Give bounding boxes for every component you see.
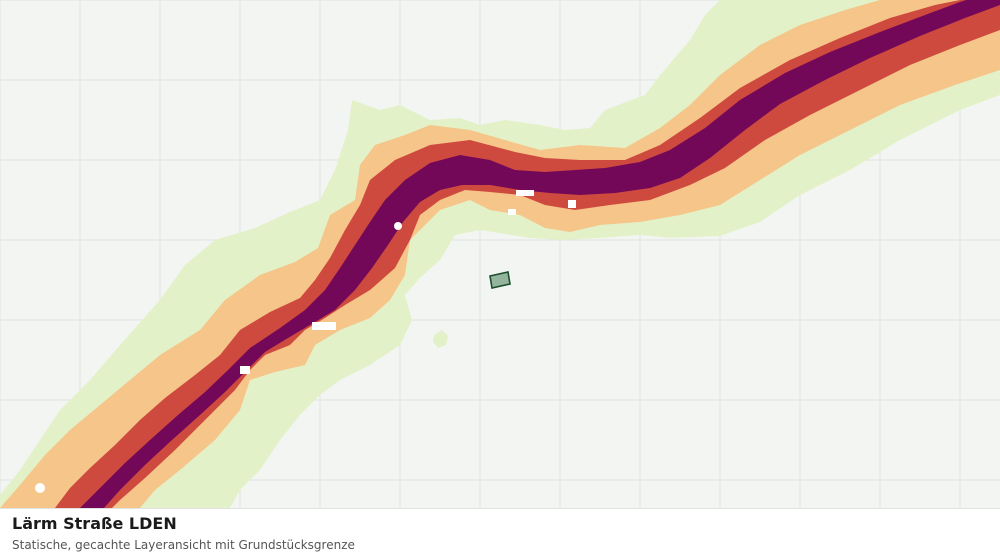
layer-subtitle: Statische, gecachte Layeransicht mit Gru… [12,538,355,552]
layer-caption: Lärm Straße LDEN Statische, gecachte Lay… [0,508,1000,560]
corridor-gap [508,209,516,215]
corridor-gap [240,366,250,374]
corridor-gap [568,200,576,208]
noise-map-svg [0,0,1000,508]
parcel-boundary-icon[interactable] [489,271,511,289]
layer-title: Lärm Straße LDEN [12,514,177,533]
noise-zone-low [433,330,448,348]
corridor-gap [516,190,534,196]
noise-map-view[interactable] [0,0,1000,508]
corridor-gap [394,222,402,230]
corridor-gap [312,322,336,330]
noise-zone-high [55,0,1000,508]
corridor-gap [35,483,45,493]
parcel-boundary[interactable] [489,271,511,289]
